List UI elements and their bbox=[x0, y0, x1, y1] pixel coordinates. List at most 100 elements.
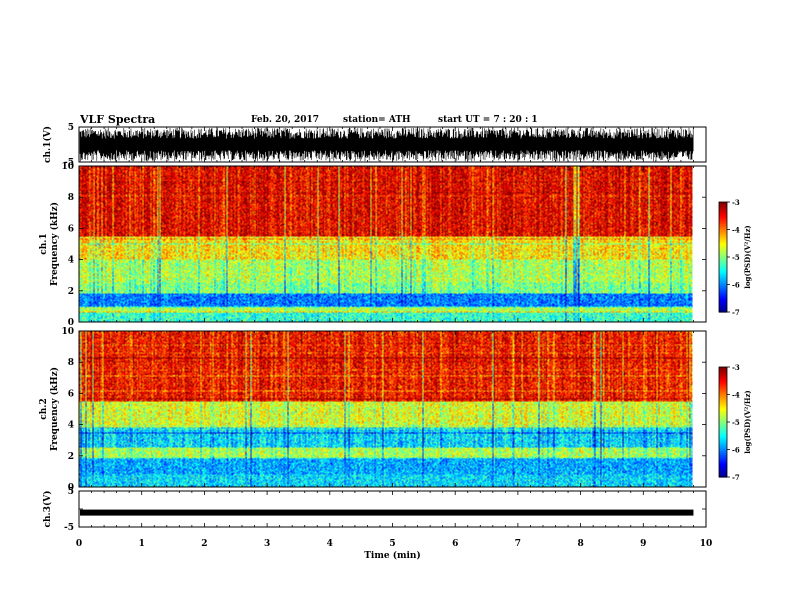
ch1-waveform-panel: -5 5 ch.1(V) bbox=[42, 123, 707, 168]
ch1-spectrogram-colorbar-swatch bbox=[719, 213, 727, 216]
ch1-spectrogram-colorbar-swatch bbox=[719, 310, 727, 313]
ch2-spectrogram-colorbar-swatch bbox=[719, 464, 727, 467]
ch1-waveform-trace bbox=[79, 127, 694, 162]
ch2-spectrogram-colorbar-swatch bbox=[719, 438, 727, 441]
ch1-spectrogram-colorbar-swatch bbox=[719, 203, 727, 207]
ch2-spectrogram-colorbar-swatch bbox=[719, 453, 727, 456]
ch2-spectrogram-colorbar-swatch bbox=[719, 467, 727, 471]
ch2-spectrogram-panel: 0 2 4 6 8 10 ch.2 Frequency (kHz) bbox=[39, 327, 707, 493]
ch1-spectrogram-colorbar-swatch bbox=[719, 211, 727, 214]
ch2-spectrogram-colorbar-swatch bbox=[719, 418, 727, 421]
ch1-spectrogram-colorbar-swatch bbox=[719, 218, 727, 221]
ch2-spectrogram-colorbar-swatch bbox=[719, 390, 727, 394]
ch1-spectrogram-colorbar-swatch bbox=[719, 275, 727, 278]
ch1-colorbar: -3 -4 -5 -6 -7 log(PSD)(V²/Hz) bbox=[718, 198, 752, 317]
ch2-spectrogram-colorbar-swatch bbox=[719, 412, 727, 416]
ch2-spectrogram-colorbar-swatch bbox=[719, 389, 727, 392]
ch1-spectrogram-colorbar-swatch bbox=[719, 284, 727, 287]
ch2-spectrogram-colorbar-swatch bbox=[719, 372, 727, 375]
ch2-colorbar: -3 -4 -5 -6 -7 log(PSD)(V²/Hz) bbox=[718, 363, 752, 482]
ch1-spectrogram-colorbar-label: log(PSD)(V²/Hz) bbox=[743, 225, 752, 289]
ch1-spectrogram-colorbar-swatch bbox=[719, 266, 727, 269]
ch2-spectrogram-colorbar-label: log(PSD)(V²/Hz) bbox=[743, 390, 752, 454]
ch2-spectrogram-colorbar-swatch bbox=[719, 396, 727, 399]
ch2-spectrogram-colorbar-swatch bbox=[719, 451, 727, 454]
ch1-spectrogram-colorbar-swatch bbox=[719, 288, 727, 291]
ch2-spectrogram-ytick-label: 8 bbox=[68, 358, 74, 368]
ch3-waveform-ylabel: ch.3(V) bbox=[42, 491, 53, 528]
ch2-spectrogram-colorbar-tick-label: -5 bbox=[732, 418, 740, 427]
ch2-spectrogram-colorbar-swatch bbox=[719, 473, 727, 476]
ch2-spectrogram-colorbar-swatch bbox=[719, 385, 727, 388]
ch2-spectrogram-colorbar-swatch bbox=[719, 400, 727, 403]
ch2-spectrogram-colorbar-swatch bbox=[719, 471, 727, 474]
ch1-spectrogram-colorbar-swatch bbox=[719, 207, 727, 210]
ch2-spectrogram-colorbar-swatch bbox=[719, 433, 727, 436]
ch2-spectrogram-colorbar-swatch bbox=[719, 381, 727, 385]
ch1-spectrogram-colorbar-swatch bbox=[719, 205, 727, 209]
ch2-spectrogram-colorbar-swatch bbox=[719, 429, 727, 432]
ch1-spectrogram-colorbar-swatch bbox=[719, 220, 727, 223]
ch1-spectrogram-colorbar-swatch bbox=[719, 240, 727, 243]
ch2-spectrogram-colorbar-swatch bbox=[719, 392, 727, 396]
ch2-spectrogram-colorbar-swatch bbox=[719, 427, 727, 430]
ch1-spectrogram-colorbar-swatch bbox=[719, 301, 727, 304]
ch2-spectrogram-ylabel: ch.2 bbox=[39, 398, 49, 419]
x-tick-label: 7 bbox=[515, 539, 521, 549]
ch1-spectrogram-ytick-label: 0 bbox=[68, 318, 74, 328]
ch1-spectrogram-colorbar-swatch bbox=[719, 235, 727, 238]
ch2-spectrogram-colorbar-swatch bbox=[719, 469, 727, 473]
ch1-spectrogram-colorbar-swatch bbox=[719, 299, 727, 302]
ch1-spectrogram-colorbar-swatch bbox=[719, 280, 727, 284]
ch2-spectrogram-colorbar-swatch bbox=[719, 409, 727, 412]
ch1-spectrogram-colorbar-tick-label: -6 bbox=[732, 281, 740, 290]
station-label: station= ATH bbox=[343, 115, 411, 125]
ch1-spectrogram-colorbar-swatch bbox=[719, 295, 727, 298]
ch1-spectrogram-colorbar-swatch bbox=[719, 258, 727, 262]
ch1-spectrogram-colorbar-swatch bbox=[719, 282, 727, 286]
ch2-spectrogram-colorbar-swatch bbox=[719, 456, 727, 460]
ch1-spectrogram-colorbar-swatch bbox=[719, 233, 727, 236]
ch1-spectrogram-colorbar-swatch bbox=[719, 246, 727, 249]
x-tick-label: 4 bbox=[327, 539, 333, 549]
ch1-spectrogram-colorbar-swatch bbox=[719, 304, 727, 308]
x-tick-label: 1 bbox=[139, 539, 145, 549]
ch2-spectrogram-colorbar-tick-label: -4 bbox=[732, 391, 740, 400]
ch1-spectrogram-colorbar-swatch bbox=[719, 302, 727, 306]
ch1-spectrogram-ylabel: ch.1 bbox=[39, 233, 49, 254]
ch1-spectrogram-colorbar-swatch bbox=[719, 279, 727, 282]
ch1-spectrogram-colorbar-swatch bbox=[719, 290, 727, 293]
ch1-spectrogram-colorbar-swatch bbox=[719, 255, 727, 258]
ch1-spectrogram-colorbar-swatch bbox=[719, 202, 727, 205]
ch2-spectrogram-colorbar-swatch bbox=[719, 475, 727, 478]
ch1-spectrogram-colorbar-swatch bbox=[719, 216, 727, 220]
ch2-spectrogram-colorbar-swatch bbox=[719, 407, 727, 410]
x-tick-label: 3 bbox=[264, 539, 270, 549]
ch1-spectrogram-colorbar-swatch bbox=[719, 229, 727, 232]
ch1-spectrogram-colorbar-swatch bbox=[719, 244, 727, 247]
ch2-spectrogram-colorbar-swatch bbox=[719, 378, 727, 381]
ch1-spectrogram-colorbar-swatch bbox=[719, 306, 727, 309]
x-tick-label: 8 bbox=[577, 539, 583, 549]
ch2-spectrogram-colorbar-swatch bbox=[719, 447, 727, 451]
ch2-spectrogram-colorbar-swatch bbox=[719, 436, 727, 440]
ch1-spectrogram-colorbar-tick-label: -7 bbox=[732, 308, 740, 317]
ch1-spectrogram-panel: 0 2 4 6 8 10 ch.1 Frequency (kHz) bbox=[39, 162, 707, 328]
ch1-spectrogram-colorbar-swatch bbox=[719, 238, 727, 242]
ch2-spectrogram-colorbar-swatch bbox=[719, 422, 727, 425]
ch2-spectrogram-colorbar-tick-label: -7 bbox=[732, 473, 740, 482]
x-tick-label: 6 bbox=[452, 539, 458, 549]
ch1-spectrogram-colorbar-swatch bbox=[719, 214, 727, 218]
ch2-spectrogram-colorbar-swatch bbox=[719, 411, 727, 414]
ch2-spectrogram-colorbar-swatch bbox=[719, 434, 727, 438]
ch1-spectrogram-colorbar-swatch bbox=[719, 297, 727, 300]
ch1-spectrogram-ytick-label: 10 bbox=[61, 162, 74, 172]
ch1-spectrogram-colorbar-swatch bbox=[719, 253, 727, 256]
ch2-spectrogram-colorbar-swatch bbox=[719, 383, 727, 386]
ch3-waveform-panel: -5 5 ch.3(V) 0 1 2 3 4 5 6 7 8 9 10 Time (min) bbox=[42, 487, 712, 561]
ch1-spectrogram-ylabel: Frequency (kHz) bbox=[49, 202, 60, 286]
ch1-spectrogram-colorbar-swatch bbox=[719, 277, 727, 280]
ch2-spectrogram-colorbar-swatch bbox=[719, 431, 727, 434]
ch2-spectrogram-ytick-label: 2 bbox=[68, 452, 74, 462]
